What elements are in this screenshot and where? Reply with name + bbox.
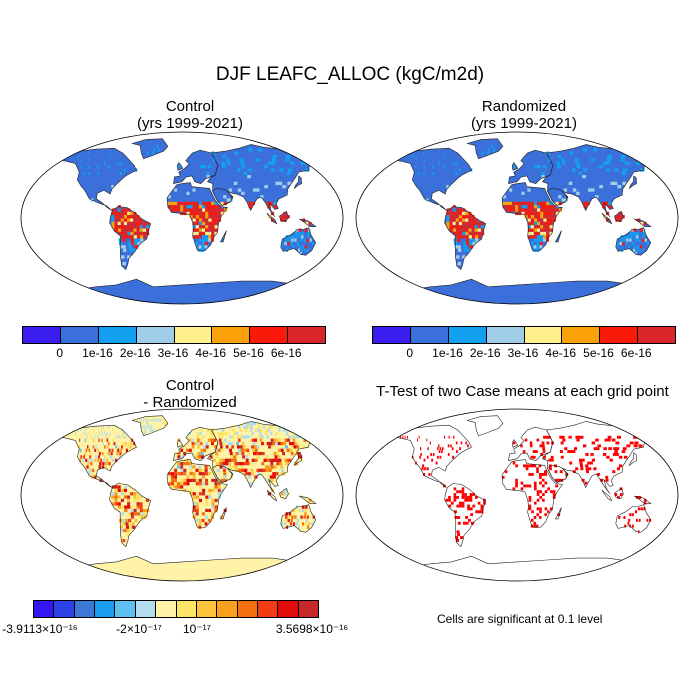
colorbar-swatch-4	[524, 327, 563, 343]
diff-label-max: 3.5698×10⁻¹⁶	[275, 622, 349, 636]
difference-colorbar	[33, 600, 319, 618]
colorbar-label: 4e-16	[545, 346, 577, 360]
colorbar-swatch-4	[174, 327, 213, 343]
colorbar-swatch-5	[135, 601, 157, 617]
colorbar-swatch-7	[176, 601, 197, 617]
land-asia	[542, 144, 650, 217]
control-title-line1: Control	[165, 98, 215, 115]
colorbar-label: 5e-16	[583, 346, 614, 360]
colorbar-label: 5e-16	[233, 346, 264, 360]
colorbar-swatch-12	[278, 601, 299, 617]
diff-label-min: -3.9113×10⁻¹⁶	[2, 622, 78, 636]
land-greenland	[467, 415, 503, 436]
land-indonesia2	[614, 488, 624, 499]
colorbar-label: 3e-16	[507, 346, 539, 360]
colorbar-swatch-9	[217, 601, 238, 617]
land-indonesia1	[601, 490, 612, 501]
colorbar-label: 2e-16	[119, 346, 151, 360]
colorbar-swatch-3	[95, 601, 116, 617]
land-northAmerica	[55, 148, 137, 211]
difference-title-line2: - Randomized	[143, 394, 237, 411]
difference-map	[20, 408, 344, 582]
colorbar-label: 1e-16	[432, 346, 463, 360]
randomized-map	[355, 131, 679, 305]
land-greenland	[132, 138, 168, 159]
colorbar-swatch-2	[448, 327, 487, 343]
colorbar-label: 3e-16	[157, 346, 189, 360]
colorbar-swatch-4	[115, 601, 136, 617]
figure-title: DJF LEAFC_ALLOC (kgC/m2d)	[215, 64, 485, 85]
colorbar-label: 6e-16	[620, 346, 652, 360]
control-colorbar	[22, 326, 326, 344]
randomized-title-line2: (yrs 1999-2021)	[471, 115, 577, 132]
colorbar-swatch-0	[23, 327, 61, 343]
randomized-panel-title: Randomized (yrs 1999-2021)	[374, 98, 674, 132]
colorbar-swatch-13	[298, 601, 319, 617]
colorbar-swatch-3	[136, 327, 175, 343]
colorbar-swatch-2	[74, 601, 96, 617]
colorbar-swatch-0	[34, 601, 55, 617]
map-border	[355, 131, 679, 305]
ttest-panel-title: T-Test of two Case means at each grid po…	[376, 383, 669, 400]
ttest-map	[355, 408, 679, 582]
colorbar-label: 1e-16	[82, 346, 113, 360]
colorbar-swatch-11	[257, 601, 279, 617]
land-arabia	[547, 465, 568, 483]
colorbar-swatch-6	[156, 601, 177, 617]
colorbar-swatch-6	[600, 327, 639, 343]
control-title-line2: (yrs 1999-2021)	[137, 115, 243, 132]
colorbar-label: 6e-16	[270, 346, 302, 360]
colorbar-swatch-6	[250, 327, 289, 343]
colorbar-swatch-1	[54, 601, 75, 617]
colorbar-swatch-8	[196, 601, 218, 617]
colorbar-swatch-1	[410, 327, 449, 343]
colorbar-swatch-1	[60, 327, 99, 343]
randomized-colorbar	[372, 326, 676, 344]
colorbar-label: 0	[56, 346, 64, 360]
colorbar-swatch-7	[288, 327, 325, 343]
colorbar-label: 4e-16	[195, 346, 227, 360]
difference-title-line1: Control	[165, 377, 215, 394]
colorbar-label: 2e-16	[469, 346, 501, 360]
land-greenland	[467, 138, 503, 159]
land-northAmerica	[390, 425, 472, 488]
colorbar-swatch-3	[486, 327, 525, 343]
land-northAmerica	[390, 148, 472, 211]
diff-label-3: 10⁻¹⁷	[182, 622, 212, 636]
control-map	[20, 131, 344, 305]
map-border	[20, 131, 344, 305]
significance-note: Cells are significant at 0.1 level	[437, 612, 603, 626]
land-asia	[207, 144, 315, 217]
diff-label-2: -2×10⁻¹⁷	[116, 622, 162, 636]
colorbar-swatch-10	[237, 601, 258, 617]
colorbar-label: 0	[406, 346, 414, 360]
land-asia	[542, 421, 650, 494]
colorbar-swatch-5	[212, 327, 251, 343]
colorbar-swatch-5	[562, 327, 601, 343]
colorbar-swatch-7	[638, 327, 675, 343]
difference-panel-title: Control - Randomized	[40, 377, 340, 411]
map-border	[355, 408, 679, 582]
colorbar-swatch-2	[98, 327, 137, 343]
map-border	[20, 408, 344, 582]
colorbar-swatch-0	[373, 327, 411, 343]
randomized-title-line1: Randomized	[481, 98, 567, 115]
control-panel-title: Control (yrs 1999-2021)	[40, 98, 340, 132]
